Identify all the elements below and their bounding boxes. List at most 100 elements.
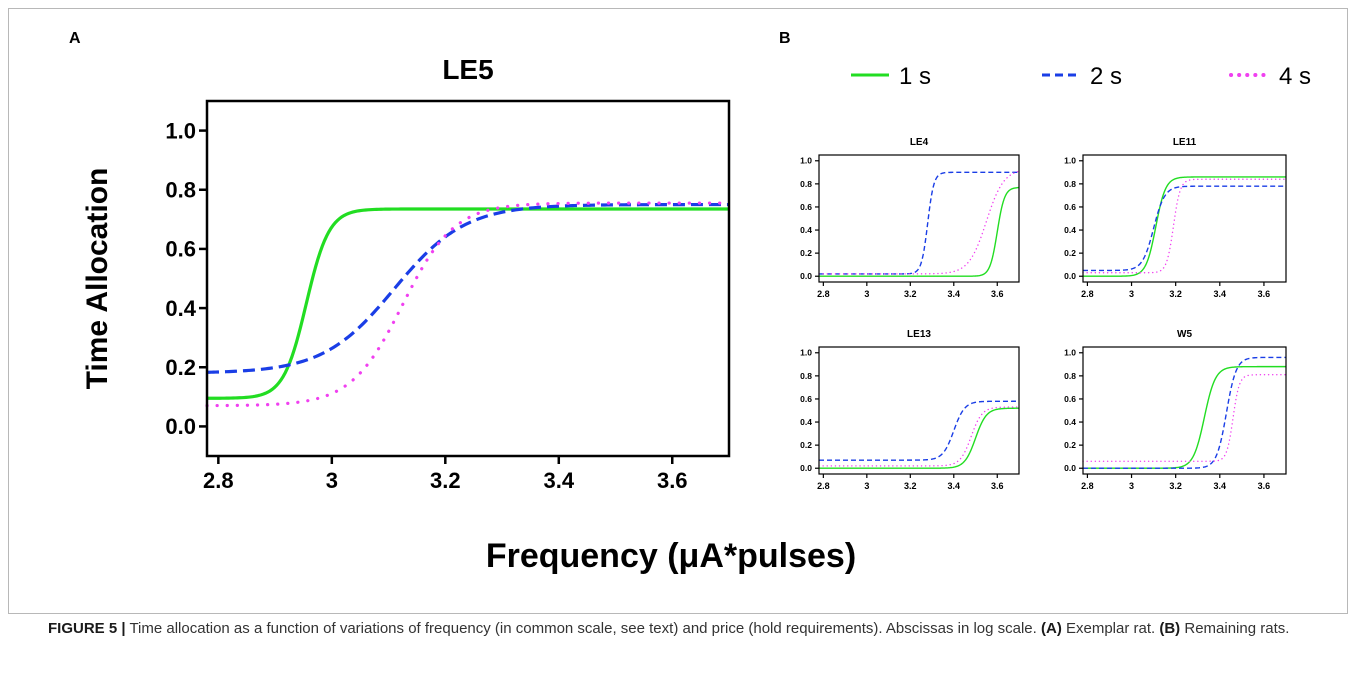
- subplot-w5-y-tick-label: 0.8: [1064, 371, 1076, 381]
- panel-a-x-tick-label: 3.6: [657, 468, 688, 493]
- shared-x-axis-label: Frequency (μA*pulses): [486, 537, 856, 575]
- panel-a-letter: A: [69, 30, 81, 47]
- panel-a-y-tick-label: 0.2: [165, 355, 196, 380]
- subplot-le13-y-tick-label: 0.0: [800, 463, 812, 473]
- panel-a-title: LE5: [442, 54, 493, 85]
- subplot-le11-x-tick-label: 3.6: [1258, 289, 1271, 299]
- panel-a-y-axis-label: Time Allocation: [81, 168, 114, 390]
- subplot-le4-x-tick-label: 2.8: [817, 289, 830, 299]
- panel-b-letter: B: [779, 30, 791, 47]
- subplot-le4-y-tick-label: 0.0: [800, 271, 812, 281]
- legend-label-2-s: 2 s: [1090, 63, 1122, 90]
- subplot-le13-series-2-s: [819, 400, 1019, 461]
- caption-label: FIGURE 5 |: [48, 620, 126, 637]
- subplot-le13-x-tick-label: 3: [864, 481, 869, 491]
- panel-a-chart: 0.0 0.2 0.4 0.6 0.8 1.0 2.8 3 3.2 3.4 3.6 LE5 Time A…: [81, 54, 731, 493]
- panel-b-subplot-le13: 0.0 0.2 0.4 0.6 0.8 1.0 2.8 3 3.2 3.4 3.6 LE13: [800, 329, 1020, 491]
- panel-a-x-tick-label: 3.2: [430, 468, 461, 493]
- subplot-le4-series-2-s: [819, 171, 1019, 275]
- subplot-le13-y-tick-label: 1.0: [800, 348, 812, 358]
- subplot-le4-title: LE4: [910, 137, 929, 148]
- subplot-le13-x-tick-label: 3.2: [904, 481, 917, 491]
- subplot-w5-y-tick-label: 0.2: [1064, 440, 1076, 450]
- subplot-le4-x-tick-label: 3: [864, 289, 869, 299]
- subplot-le11-x-tick-label: 3: [1129, 289, 1134, 299]
- subplot-le13-series-4-s: [818, 406, 1020, 467]
- subplot-le4-x-tick-label: 3.4: [948, 289, 961, 299]
- subplot-le13-title: LE13: [907, 329, 931, 340]
- subplot-le11-series-1-s: [1083, 176, 1286, 277]
- subplot-w5-y-tick-label: 0.4: [1064, 417, 1076, 427]
- panel-b-subplot-le11: 0.0 0.2 0.4 0.6 0.8 1.0 2.8 3 3.2 3.4 3.6 LE11: [1064, 137, 1287, 299]
- panel-a-series-2-s: [206, 202, 729, 374]
- caption-a-ref: (A): [1041, 620, 1062, 637]
- legend-label-4-s: 4 s: [1279, 63, 1311, 90]
- subplot-w5-series-1-s: [1083, 365, 1286, 469]
- subplot-w5-y-tick-label: 0.6: [1064, 394, 1076, 404]
- subplot-le13-x-tick-label: 3.4: [948, 481, 961, 491]
- subplot-le4-y-tick-label: 0.8: [800, 179, 812, 189]
- subplot-w5-series-4-s: [1082, 374, 1287, 462]
- caption-b-ref: (B): [1159, 620, 1181, 637]
- subplot-le11-x-tick-label: 2.8: [1081, 289, 1094, 299]
- figure-caption: FIGURE 5 | Time allocation as a function…: [48, 618, 1318, 640]
- subplot-le13-y-tick-label: 0.8: [800, 371, 812, 381]
- panel-a-plot-frame: [205, 99, 731, 458]
- panel-a-y-tick-label: 0.0: [165, 414, 196, 439]
- subplot-le11-y-tick-label: 0.6: [1064, 202, 1076, 212]
- panel-a-y-tick-label: 1.0: [165, 118, 196, 143]
- panel-a-x-tick-label: 2.8: [203, 468, 234, 493]
- subplot-le13-plot-frame: [818, 346, 1020, 475]
- panel-b-charts: 0.0 0.2 0.4 0.6 0.8 1.0 2.8 3 3.2 3.4 3.6 LE4 0.0 0.2…: [800, 137, 1287, 491]
- panel-a-y-tick-label: 0.8: [165, 177, 196, 202]
- subplot-le11-x-tick-label: 3.4: [1214, 289, 1227, 299]
- subplot-le11-y-tick-label: 1.0: [1064, 156, 1076, 166]
- subplot-w5-x-tick-label: 3.2: [1169, 481, 1182, 491]
- subplot-le4-y-tick-label: 1.0: [800, 156, 812, 166]
- figure-frame: A B 0.0 0.2 0.4 0.6 0.8 1.0 2.8 3 3.2 3.4 3.6 LE5 Ti…: [8, 8, 1348, 614]
- panel-b-subplot-w5: 0.0 0.2 0.4 0.6 0.8 1.0 2.8 3 3.2 3.4 3.6 W5: [1064, 329, 1287, 491]
- subplot-le4-series-4-s: [818, 170, 1020, 275]
- subplot-le13-y-tick-label: 0.4: [800, 417, 812, 427]
- subplot-le11-y-tick-label: 0.2: [1064, 248, 1076, 258]
- subplot-w5-x-tick-label: 3: [1129, 481, 1134, 491]
- subplot-le13-series-1-s: [819, 407, 1019, 469]
- subplot-w5-x-tick-label: 3.6: [1258, 481, 1271, 491]
- subplot-le4-x-tick-label: 3.6: [991, 289, 1004, 299]
- subplot-le11-series-2-s: [1083, 185, 1286, 272]
- subplot-le11-series-4-s: [1082, 178, 1287, 274]
- subplot-w5-x-tick-label: 2.8: [1081, 481, 1094, 491]
- subplot-le13-y-tick-label: 0.2: [800, 440, 812, 450]
- subplot-le11-x-tick-label: 3.2: [1169, 289, 1182, 299]
- subplot-w5-x-tick-label: 3.4: [1214, 481, 1227, 491]
- subplot-le4-x-tick-label: 3.2: [904, 289, 917, 299]
- subplot-le4-y-tick-label: 0.6: [800, 202, 812, 212]
- subplot-le13-y-tick-label: 0.6: [800, 394, 812, 404]
- subplot-le13-x-tick-label: 2.8: [817, 481, 830, 491]
- subplot-w5-y-tick-label: 0.0: [1064, 463, 1076, 473]
- panel-a-series-1-s: [207, 207, 729, 400]
- subplot-w5-title: W5: [1177, 329, 1192, 340]
- panel-a-y-tick-label: 0.6: [165, 237, 196, 262]
- caption-a-text: Exemplar rat.: [1061, 620, 1160, 637]
- subplot-le11-plot-frame: [1082, 154, 1287, 283]
- subplot-le11-y-tick-label: 0.8: [1064, 179, 1076, 189]
- subplot-le4-y-tick-label: 0.4: [800, 225, 812, 235]
- panel-a-y-tick-label: 0.4: [165, 296, 196, 321]
- subplot-le4-y-tick-label: 0.2: [800, 248, 812, 258]
- subplot-w5-y-tick-label: 1.0: [1064, 348, 1076, 358]
- subplot-le11-y-tick-label: 0.0: [1064, 271, 1076, 281]
- subplot-le11-y-tick-label: 0.4: [1064, 225, 1076, 235]
- subplot-le13-x-tick-label: 3.6: [991, 481, 1004, 491]
- subplot-w5-series-2-s: [1083, 356, 1286, 469]
- panel-a-series-4-s: [205, 201, 731, 408]
- figure-canvas: A B 0.0 0.2 0.4 0.6 0.8 1.0 2.8 3 3.2 3.4 3.6 LE5 Ti…: [69, 30, 1311, 575]
- legend-label-1-s: 1 s: [899, 63, 931, 90]
- panel-a-x-tick-label: 3: [326, 468, 338, 493]
- panel-b-subplot-le4: 0.0 0.2 0.4 0.6 0.8 1.0 2.8 3 3.2 3.4 3.6 LE4: [800, 137, 1020, 299]
- caption-text: Time allocation as a function of variati…: [125, 620, 1041, 637]
- subplot-le4-series-1-s: [819, 186, 1020, 277]
- subplot-w5-plot-frame: [1082, 346, 1287, 475]
- panel-b-legend: 1 s 2 s 4 s: [851, 63, 1311, 90]
- panel-a-x-tick-label: 3.4: [543, 468, 574, 493]
